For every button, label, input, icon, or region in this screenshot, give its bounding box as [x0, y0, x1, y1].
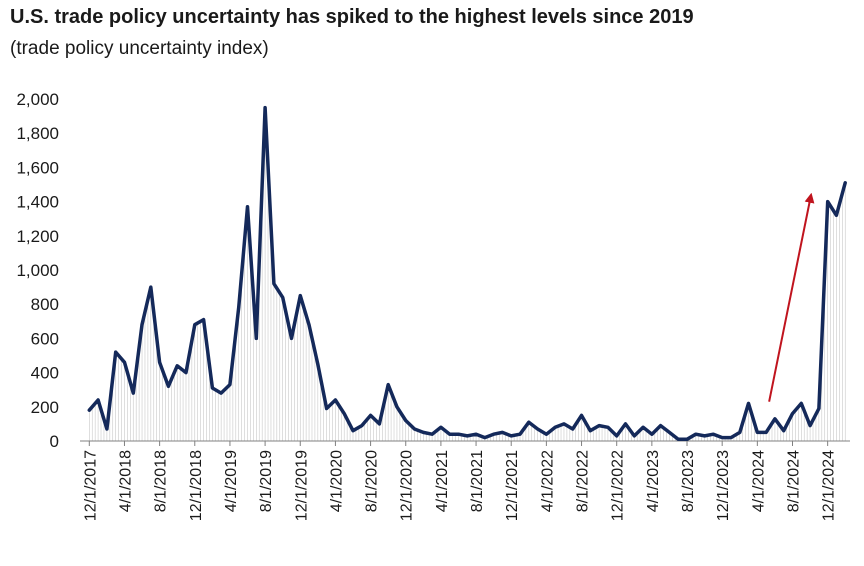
y-axis-ticks: 0 200 400 600 800 1,000 1,200 1,400 1,600 1,800 2,…: [16, 90, 59, 451]
x-tick-label: 12/1/2018: [188, 450, 205, 521]
x-tick-label: 4/1/2021: [434, 450, 451, 512]
x-tick-label: 4/1/2023: [645, 450, 662, 512]
y-tick-label: 2,000: [16, 90, 59, 109]
x-tick-label: 8/1/2022: [575, 450, 592, 512]
x-tick-label: 8/1/2024: [786, 450, 803, 512]
x-tick-label: 4/1/2019: [223, 450, 240, 512]
x-tick-label: 8/1/2021: [469, 450, 486, 512]
chart-subtitle: (trade policy uncertainty index): [10, 38, 269, 59]
x-tick-label: 8/1/2018: [153, 450, 170, 512]
x-tick-label: 4/1/2024: [750, 450, 767, 512]
y-tick-label: 0: [50, 432, 59, 451]
x-tick-label: 12/1/2024: [821, 450, 838, 521]
x-tick-label: 12/1/2021: [504, 450, 521, 521]
y-tick-label: 1,800: [16, 124, 59, 143]
y-tick-label: 1,200: [16, 227, 59, 246]
series-line: [87, 105, 847, 442]
x-tick-label: 4/1/2020: [328, 450, 345, 512]
y-tick-label: 200: [31, 398, 59, 417]
area-hatch: [89, 107, 846, 441]
x-tick-label: 12/1/2023: [715, 450, 732, 521]
series-line-layer: [87, 105, 847, 442]
trend-arrow: [768, 192, 815, 402]
y-tick-label: 1,600: [16, 158, 59, 177]
y-tick-label: 1,000: [16, 261, 59, 280]
y-tick-label: 1,400: [16, 193, 59, 212]
x-tick-label: 8/1/2020: [364, 450, 381, 512]
y-tick-label: 800: [31, 295, 59, 314]
chart-title: U.S. trade policy uncertainty has spiked…: [10, 6, 694, 28]
x-tick-label: 12/1/2020: [399, 450, 416, 521]
x-tick-label: 12/1/2017: [82, 450, 99, 521]
y-tick-label: 400: [31, 364, 59, 383]
x-tick-label: 12/1/2022: [610, 450, 627, 521]
x-tick-label: 12/1/2019: [293, 450, 310, 521]
x-tick-label: 4/1/2018: [117, 450, 134, 512]
x-tick-label: 4/1/2022: [539, 450, 556, 512]
annotation-layer: [768, 192, 815, 402]
x-tick-label: 8/1/2019: [258, 450, 275, 512]
x-axis-ticks: 12/1/2017 4/1/2018 8/1/2018 12/1/2018 4/1/20…: [82, 441, 838, 521]
y-tick-label: 600: [31, 329, 59, 348]
x-tick-label: 8/1/2023: [680, 450, 697, 512]
